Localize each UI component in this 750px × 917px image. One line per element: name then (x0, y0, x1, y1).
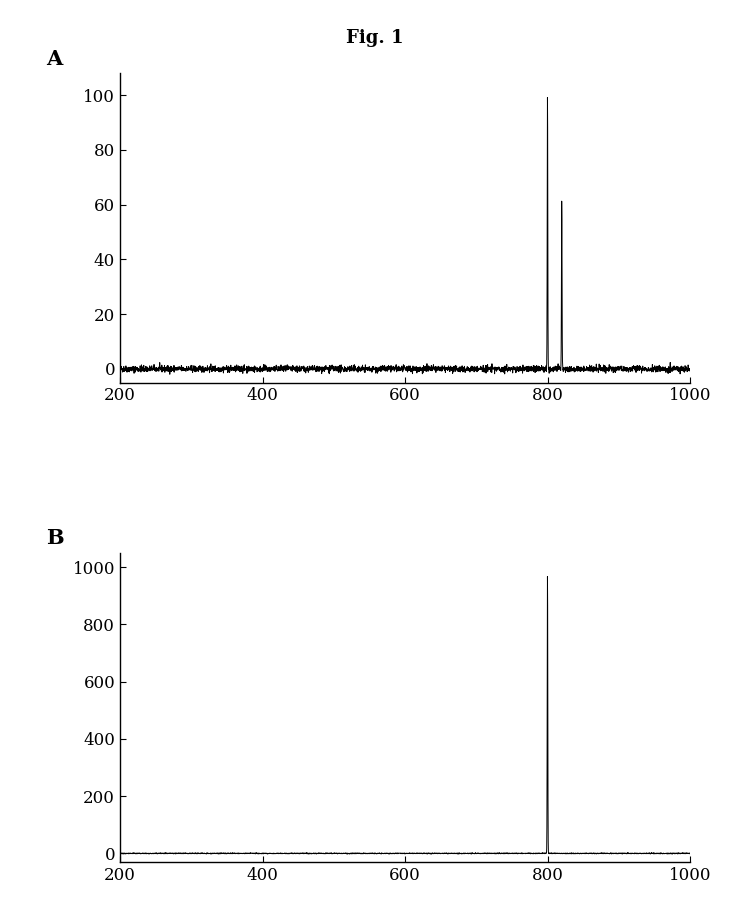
Text: Fig. 1: Fig. 1 (346, 29, 404, 48)
Text: B: B (46, 528, 64, 548)
Text: A: A (46, 49, 62, 69)
